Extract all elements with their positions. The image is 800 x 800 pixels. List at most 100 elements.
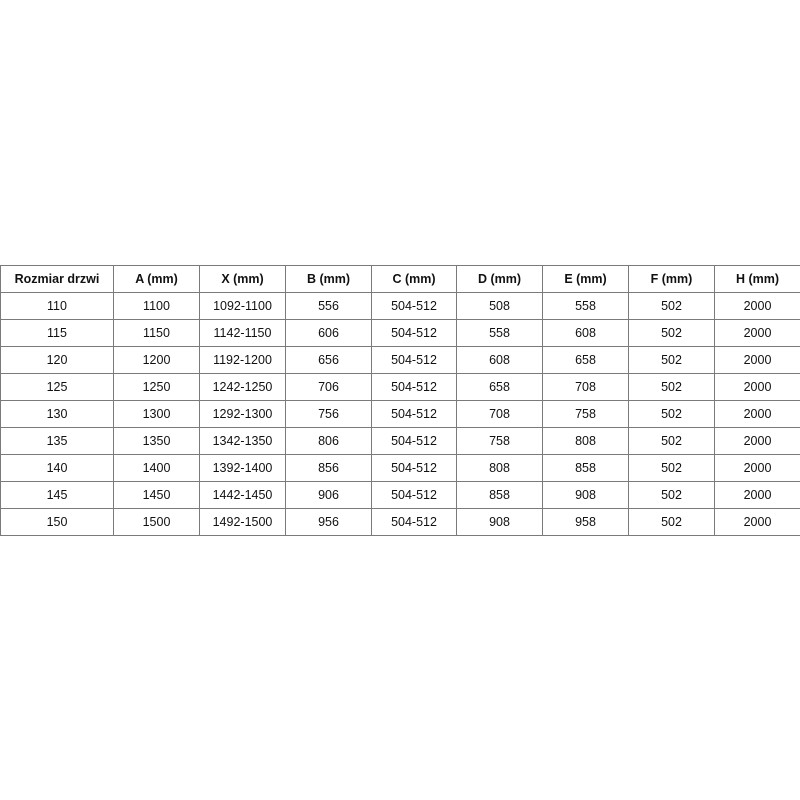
table-cell: 608 (542, 319, 629, 347)
table-cell: 558 (456, 319, 543, 347)
table-cell: 2000 (714, 373, 800, 401)
table-cell: 856 (285, 454, 372, 482)
table-cell: 658 (542, 346, 629, 374)
table-cell: 504-512 (371, 481, 457, 509)
table-cell: 2000 (714, 481, 800, 509)
table-cell: 1192-1200 (199, 346, 286, 374)
table-row: 140 1400 1392-1400 856 504-512 808 858 502 2000 (0, 454, 800, 482)
table-cell: 906 (285, 481, 372, 509)
table-cell: 130 (0, 400, 114, 428)
table-cell: 2000 (714, 454, 800, 482)
column-header: X (mm) (199, 265, 286, 293)
dimensions-table: Rozmiar drzwi A (mm) X (mm) B (mm) C (mm) D (… (0, 265, 800, 536)
table-cell: 758 (542, 400, 629, 428)
table-cell: 1450 (113, 481, 200, 509)
table-cell: 556 (285, 292, 372, 320)
column-header: H (mm) (714, 265, 800, 293)
table-cell: 806 (285, 427, 372, 455)
table-cell: 908 (456, 508, 543, 536)
table-cell: 2000 (714, 508, 800, 536)
table-cell: 808 (456, 454, 543, 482)
table-cell: 1200 (113, 346, 200, 374)
table-cell: 1442-1450 (199, 481, 286, 509)
table-cell: 145 (0, 481, 114, 509)
table-cell: 502 (628, 508, 715, 536)
table-row: 115 1150 1142-1150 606 504-512 558 608 502 2000 (0, 319, 800, 347)
table-cell: 1500 (113, 508, 200, 536)
table-cell: 858 (542, 454, 629, 482)
table-cell: 502 (628, 373, 715, 401)
table-cell: 1250 (113, 373, 200, 401)
table-cell: 1292-1300 (199, 400, 286, 428)
column-header: F (mm) (628, 265, 715, 293)
table-cell: 140 (0, 454, 114, 482)
table-cell: 1492-1500 (199, 508, 286, 536)
table-cell: 1392-1400 (199, 454, 286, 482)
table-cell: 125 (0, 373, 114, 401)
table-cell: 1092-1100 (199, 292, 286, 320)
table-cell: 504-512 (371, 292, 457, 320)
table-cell: 708 (542, 373, 629, 401)
column-header: D (mm) (456, 265, 543, 293)
table-cell: 504-512 (371, 346, 457, 374)
column-header: B (mm) (285, 265, 372, 293)
table-cell: 558 (542, 292, 629, 320)
table-cell: 908 (542, 481, 629, 509)
table-row: 135 1350 1342-1350 806 504-512 758 808 502 2000 (0, 427, 800, 455)
table-cell: 150 (0, 508, 114, 536)
table-cell: 708 (456, 400, 543, 428)
table-cell: 504-512 (371, 454, 457, 482)
table-row: 145 1450 1442-1450 906 504-512 858 908 502 2000 (0, 481, 800, 509)
table-row: 125 1250 1242-1250 706 504-512 658 708 502 2000 (0, 373, 800, 401)
table-cell: 502 (628, 481, 715, 509)
table-cell: 2000 (714, 292, 800, 320)
column-header: Rozmiar drzwi (0, 265, 114, 293)
table-cell: 504-512 (371, 373, 457, 401)
table-cell: 1142-1150 (199, 319, 286, 347)
column-header: E (mm) (542, 265, 629, 293)
table-cell: 758 (456, 427, 543, 455)
table-cell: 956 (285, 508, 372, 536)
table-row: 150 1500 1492-1500 956 504-512 908 958 502 2000 (0, 508, 800, 536)
table-cell: 606 (285, 319, 372, 347)
table-cell: 1150 (113, 319, 200, 347)
table-cell: 135 (0, 427, 114, 455)
table-cell: 1100 (113, 292, 200, 320)
table-cell: 110 (0, 292, 114, 320)
table-cell: 502 (628, 400, 715, 428)
column-header: C (mm) (371, 265, 457, 293)
table-cell: 808 (542, 427, 629, 455)
table-cell: 504-512 (371, 508, 457, 536)
table-cell: 656 (285, 346, 372, 374)
column-header: A (mm) (113, 265, 200, 293)
table-row: 110 1100 1092-1100 556 504-512 508 558 502 2000 (0, 292, 800, 320)
table-cell: 958 (542, 508, 629, 536)
table-cell: 1350 (113, 427, 200, 455)
table-cell: 1300 (113, 400, 200, 428)
table-cell: 756 (285, 400, 372, 428)
table-cell: 706 (285, 373, 372, 401)
table-cell: 502 (628, 292, 715, 320)
table-cell: 1400 (113, 454, 200, 482)
table-cell: 1342-1350 (199, 427, 286, 455)
table-cell: 502 (628, 454, 715, 482)
table-cell: 2000 (714, 427, 800, 455)
table-cell: 1242-1250 (199, 373, 286, 401)
table-cell: 120 (0, 346, 114, 374)
table-cell: 504-512 (371, 427, 457, 455)
table-cell: 658 (456, 373, 543, 401)
header-row: Rozmiar drzwi A (mm) X (mm) B (mm) C (mm) D (… (0, 265, 800, 293)
table-cell: 2000 (714, 400, 800, 428)
table-cell: 508 (456, 292, 543, 320)
table-row: 120 1200 1192-1200 656 504-512 608 658 502 2000 (0, 346, 800, 374)
table-cell: 2000 (714, 346, 800, 374)
table-cell: 608 (456, 346, 543, 374)
table-cell: 2000 (714, 319, 800, 347)
table-cell: 115 (0, 319, 114, 347)
table-cell: 858 (456, 481, 543, 509)
table-cell: 502 (628, 346, 715, 374)
table-cell: 502 (628, 319, 715, 347)
table-row: 130 1300 1292-1300 756 504-512 708 758 502 2000 (0, 400, 800, 428)
table-cell: 502 (628, 427, 715, 455)
table-cell: 504-512 (371, 400, 457, 428)
